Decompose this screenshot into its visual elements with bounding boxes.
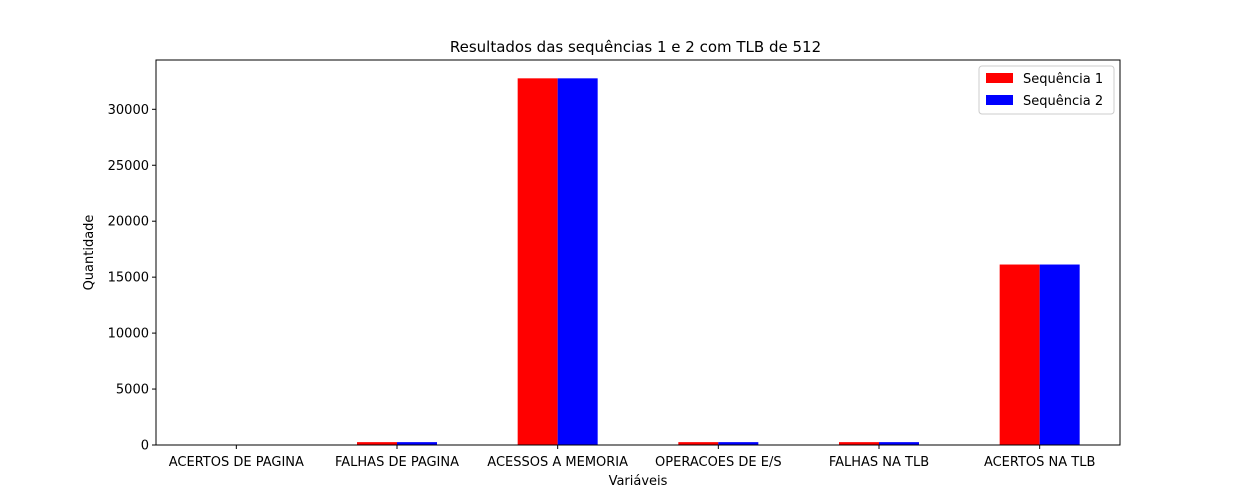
legend: Sequência 1 Sequência 2	[978, 65, 1115, 115]
legend-swatch-1	[986, 73, 1013, 83]
x-tick-label: OPERACOES DE E/S	[655, 455, 782, 470]
x-axis-label: Variáveis	[609, 474, 668, 489]
bar-series2-5	[879, 442, 919, 445]
bar-series2-3	[557, 78, 598, 445]
y-tick-label: 15000	[108, 271, 149, 286]
legend-label-1: Sequência 1	[1023, 72, 1103, 87]
bar-series1-4	[678, 442, 719, 445]
y-tick-label: 0	[141, 439, 149, 454]
x-tick-label: ACERTOS DE PAGINA	[169, 455, 304, 470]
x-axis: ACERTOS DE PAGINA FALHAS DE PAGINA ACESSOS…	[169, 445, 1095, 470]
bars-group	[357, 78, 1080, 445]
x-tick-label: ACESSOS A MEMORIA	[487, 455, 628, 470]
x-tick-label: FALHAS NA TLB	[829, 455, 929, 470]
y-tick-label: 5000	[116, 383, 149, 398]
y-tick-label: 20000	[108, 215, 149, 230]
legend-label-2: Sequência 2	[1023, 94, 1103, 109]
bar-series1-2	[357, 442, 397, 445]
plot-frame	[155, 59, 1121, 446]
y-tick-label: 10000	[108, 327, 149, 342]
bar-series2-6	[1039, 264, 1080, 445]
bar-series1-3	[517, 78, 558, 445]
chart-title: Resultados das sequências 1 e 2 com TLB …	[450, 38, 821, 56]
y-tick-label: 25000	[108, 159, 149, 174]
y-tick-label: 30000	[108, 103, 149, 118]
bar-series1-5	[839, 442, 879, 445]
bar-series1-6	[999, 264, 1040, 445]
legend-swatch-2	[986, 95, 1013, 105]
y-axis: 0 5000 10000 15000 20000 25000 30000	[108, 103, 156, 454]
bar-series2-2	[397, 442, 437, 445]
y-axis-label: Quantidade	[82, 215, 97, 291]
x-tick-label: ACERTOS NA TLB	[984, 455, 1095, 470]
bar-series2-4	[718, 442, 759, 445]
x-tick-label: FALHAS DE PAGINA	[335, 455, 459, 470]
